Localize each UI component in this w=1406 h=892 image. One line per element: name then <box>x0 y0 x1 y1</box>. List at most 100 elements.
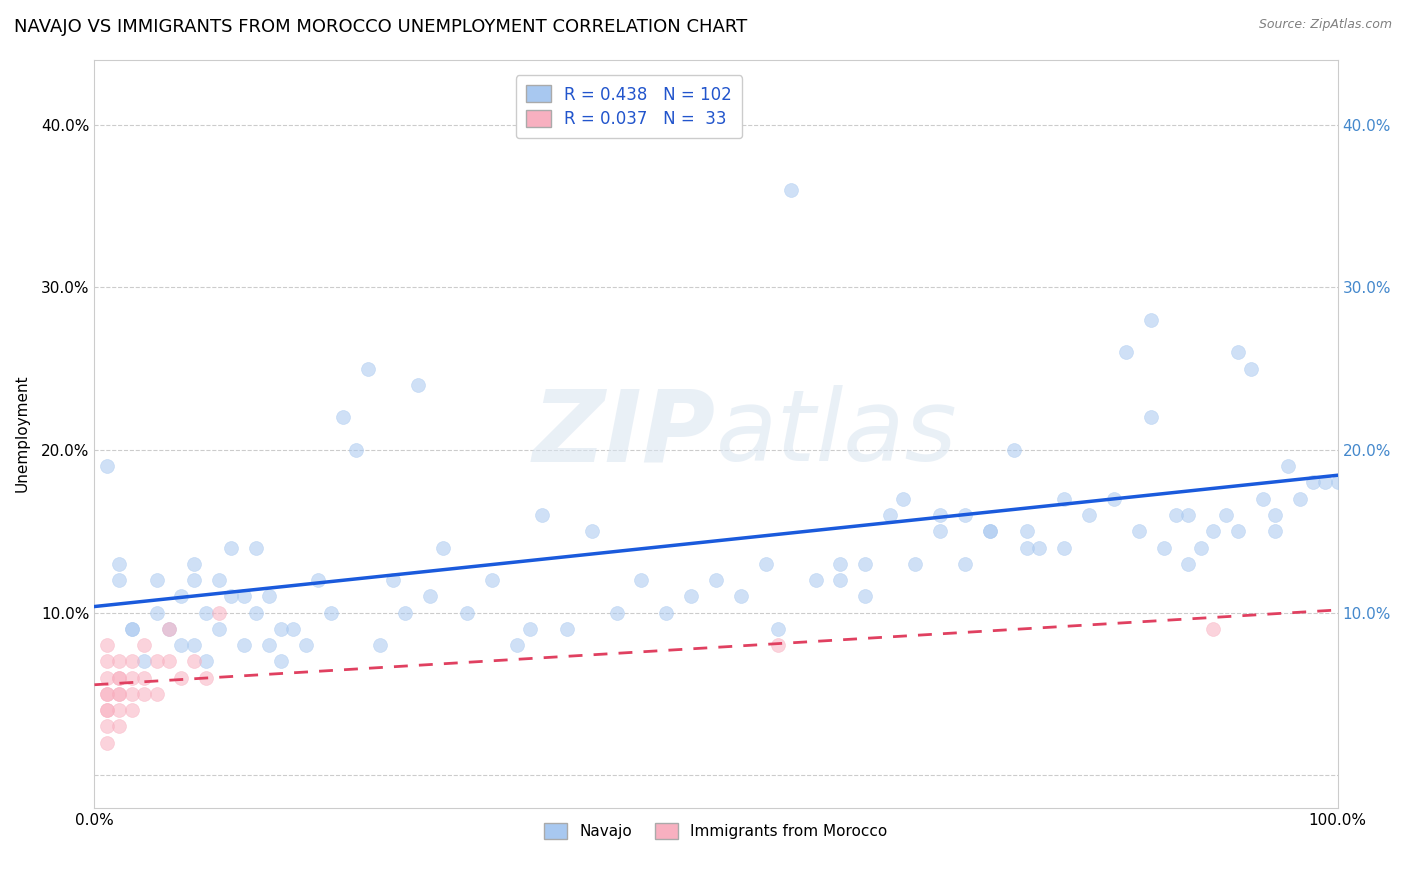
Point <box>891 491 914 506</box>
Point <box>344 442 367 457</box>
Point <box>208 573 231 587</box>
Point <box>766 622 789 636</box>
Point <box>1289 491 1312 506</box>
Point <box>904 557 927 571</box>
Point <box>830 573 852 587</box>
Point <box>681 590 703 604</box>
Point <box>183 573 205 587</box>
Point <box>1028 541 1050 555</box>
Point <box>96 719 118 733</box>
Point <box>121 622 143 636</box>
Point <box>1227 345 1250 359</box>
Point <box>283 622 305 636</box>
Point <box>170 590 193 604</box>
Point <box>853 590 876 604</box>
Point <box>108 719 131 733</box>
Point <box>1015 524 1038 539</box>
Point <box>108 687 131 701</box>
Point <box>134 671 156 685</box>
Point <box>307 573 329 587</box>
Point <box>108 703 131 717</box>
Point <box>704 573 727 587</box>
Point <box>219 541 242 555</box>
Point <box>1189 541 1212 555</box>
Point <box>96 736 118 750</box>
Point <box>121 622 143 636</box>
Point <box>134 687 156 701</box>
Point <box>1239 361 1261 376</box>
Point <box>1251 491 1274 506</box>
Point <box>108 687 131 701</box>
Point <box>1115 345 1137 359</box>
Point <box>121 703 143 717</box>
Point <box>394 606 416 620</box>
Point <box>96 687 118 701</box>
Point <box>630 573 652 587</box>
Point <box>1102 491 1125 506</box>
Point <box>96 703 118 717</box>
Point <box>121 671 143 685</box>
Point <box>1053 541 1076 555</box>
Point <box>730 590 752 604</box>
Point <box>928 524 950 539</box>
Point <box>121 654 143 668</box>
Text: Source: ZipAtlas.com: Source: ZipAtlas.com <box>1258 18 1392 31</box>
Point <box>257 638 280 652</box>
Point <box>121 687 143 701</box>
Point <box>406 377 429 392</box>
Point <box>1002 442 1025 457</box>
Point <box>1177 557 1199 571</box>
Point <box>208 622 231 636</box>
Point <box>1153 541 1175 555</box>
Point <box>432 541 454 555</box>
Point <box>953 557 976 571</box>
Point <box>1202 524 1225 539</box>
Point <box>96 703 118 717</box>
Point <box>108 671 131 685</box>
Point <box>519 622 541 636</box>
Point <box>270 654 292 668</box>
Point <box>1140 313 1163 327</box>
Point <box>456 606 478 620</box>
Point <box>879 508 901 522</box>
Point <box>219 590 242 604</box>
Point <box>195 671 218 685</box>
Point <box>1277 459 1299 474</box>
Point <box>1302 475 1324 490</box>
Point <box>270 622 292 636</box>
Point <box>655 606 678 620</box>
Point <box>145 654 167 668</box>
Point <box>1315 475 1337 490</box>
Point <box>319 606 342 620</box>
Point <box>183 557 205 571</box>
Point <box>145 573 167 587</box>
Point <box>96 687 118 701</box>
Point <box>530 508 553 522</box>
Point <box>581 524 603 539</box>
Point <box>157 654 180 668</box>
Point <box>606 606 628 620</box>
Point <box>145 606 167 620</box>
Text: NAVAJO VS IMMIGRANTS FROM MOROCCO UNEMPLOYMENT CORRELATION CHART: NAVAJO VS IMMIGRANTS FROM MOROCCO UNEMPL… <box>14 18 748 36</box>
Point <box>779 183 801 197</box>
Point <box>108 557 131 571</box>
Point <box>96 654 118 668</box>
Point <box>108 573 131 587</box>
Y-axis label: Unemployment: Unemployment <box>15 375 30 492</box>
Point <box>96 459 118 474</box>
Point <box>108 654 131 668</box>
Point <box>295 638 318 652</box>
Point <box>183 654 205 668</box>
Point <box>1140 410 1163 425</box>
Point <box>979 524 1001 539</box>
Point <box>96 638 118 652</box>
Point <box>1215 508 1237 522</box>
Point <box>245 541 267 555</box>
Point <box>134 654 156 668</box>
Point <box>257 590 280 604</box>
Point <box>357 361 380 376</box>
Point <box>1053 491 1076 506</box>
Point <box>195 606 218 620</box>
Point <box>1264 508 1286 522</box>
Point <box>332 410 354 425</box>
